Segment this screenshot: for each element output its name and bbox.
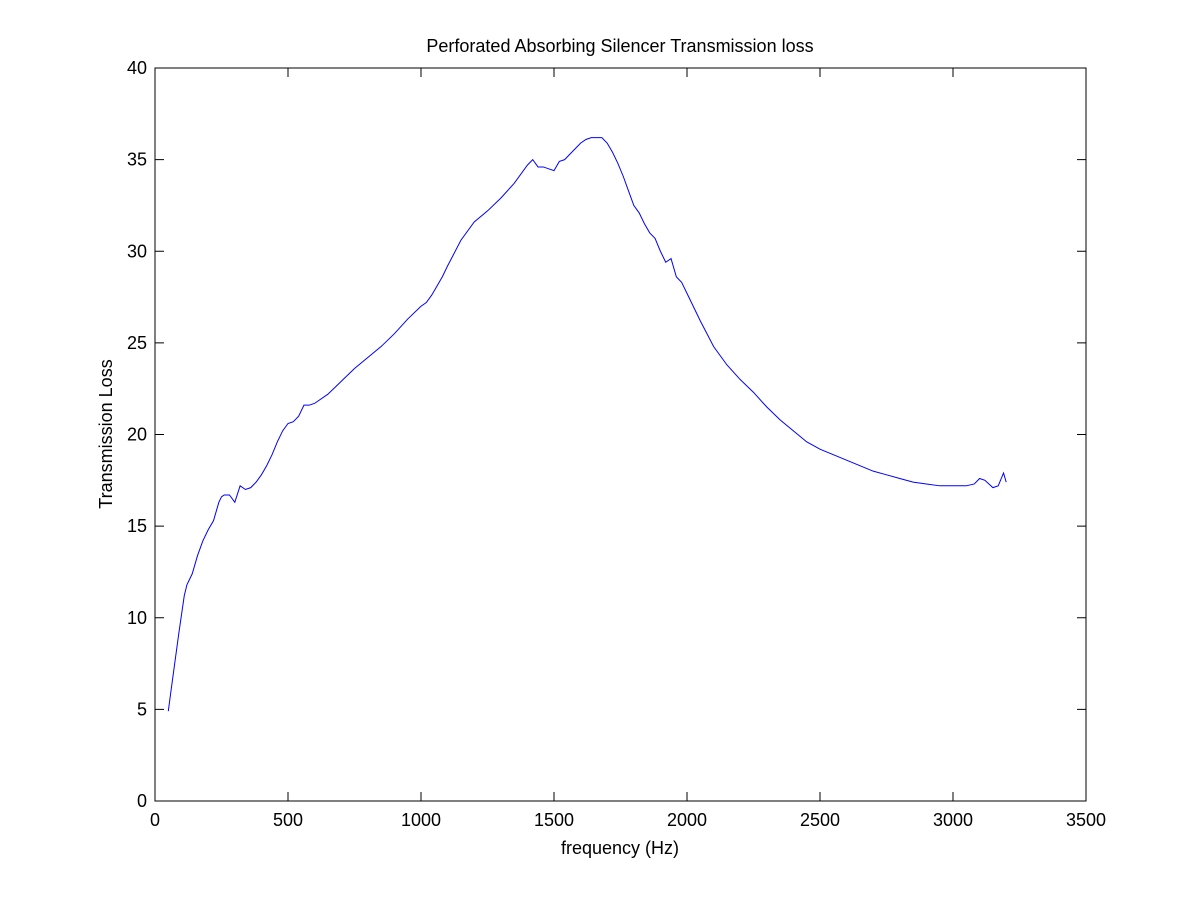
y-tick-label: 25 <box>127 333 147 353</box>
series-line <box>167 137 1007 712</box>
y-tick-label: 30 <box>127 241 147 261</box>
axis-ticks <box>154 67 1087 802</box>
y-tick-label: 5 <box>137 699 147 719</box>
x-tick-label: 2500 <box>800 810 840 830</box>
x-tick-label: 500 <box>273 810 303 830</box>
x-tick-label: 2000 <box>667 810 707 830</box>
plot-area <box>154 67 1087 802</box>
x-tick-label: 3000 <box>933 810 973 830</box>
y-tick-label: 20 <box>127 425 147 445</box>
y-tick-label: 10 <box>127 608 147 628</box>
x-axis-label: frequency (Hz) <box>561 838 679 858</box>
y-tick-label: 40 <box>127 58 147 78</box>
y-axis-label: Transmission Loss <box>96 359 116 508</box>
y-tick-labels: 0 5 10 15 20 25 30 35 40 <box>127 58 147 811</box>
x-tick-labels: 0 500 1000 1500 2000 2500 3000 3500 <box>150 810 1106 830</box>
y-tick-label: 0 <box>137 791 147 811</box>
x-tick-label: 1000 <box>401 810 441 830</box>
y-tick-label: 35 <box>127 150 147 170</box>
chart-title: Perforated Absorbing Silencer Transmissi… <box>426 36 813 56</box>
x-tick-label: 3500 <box>1066 810 1106 830</box>
y-tick-label: 15 <box>127 516 147 536</box>
x-tick-label: 0 <box>150 810 160 830</box>
x-tick-label: 1500 <box>534 810 574 830</box>
